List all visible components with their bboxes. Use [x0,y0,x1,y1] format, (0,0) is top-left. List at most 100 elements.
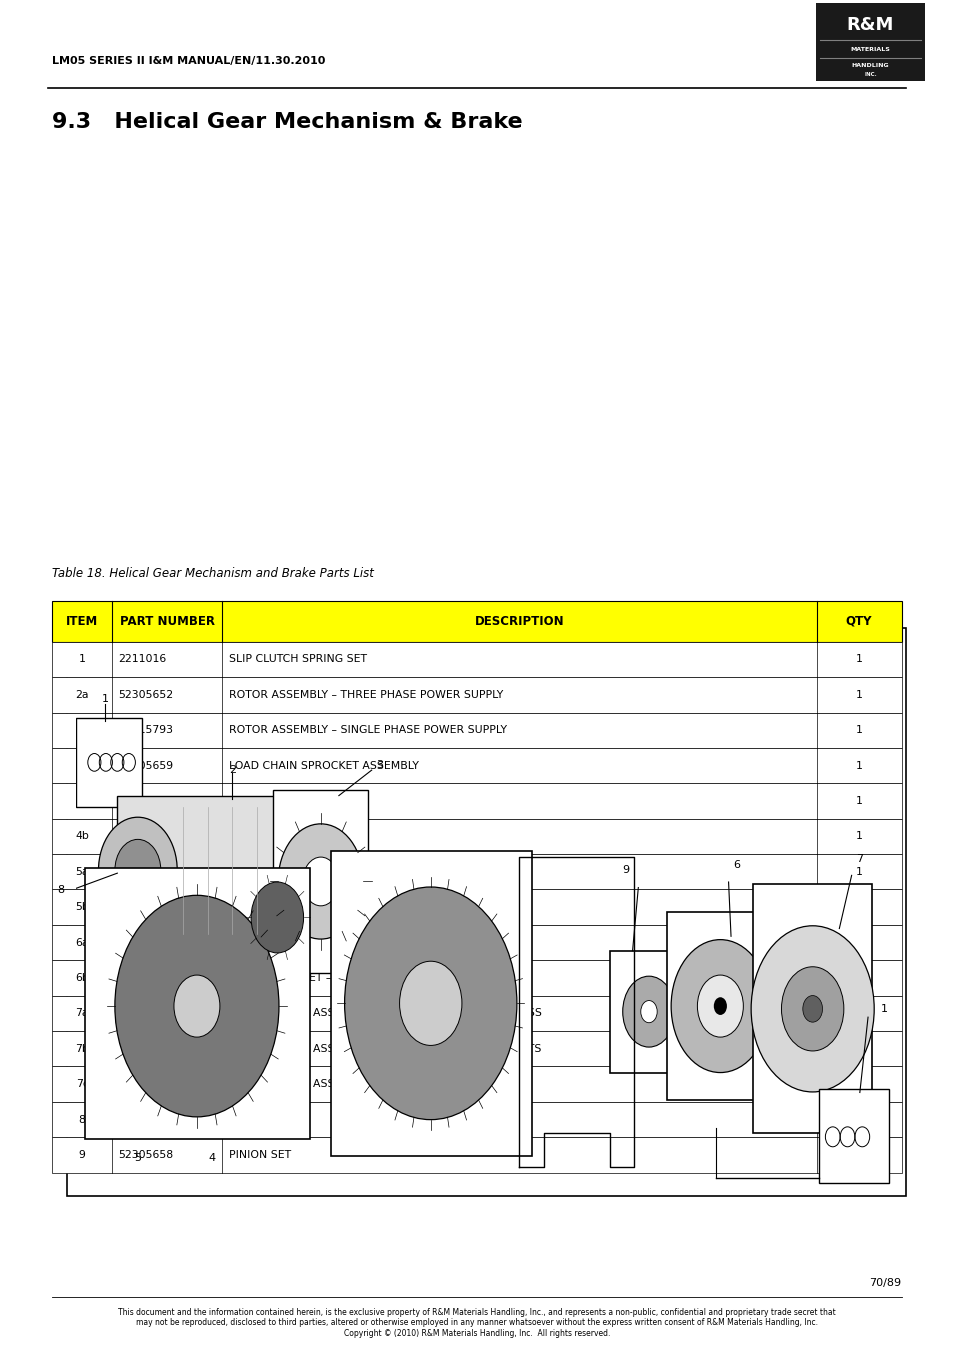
Text: 1: 1 [855,1115,862,1124]
Text: 52315180: 52315180 [118,902,173,912]
Bar [52,889,901,925]
Text: 1: 1 [101,693,109,704]
Bar [52,854,901,889]
Text: ITEM: ITEM [66,615,98,628]
Text: 1: 1 [855,654,862,665]
Bar [52,712,901,748]
Text: MOTOR BRAKE ASSEMBLY 190 VDC – 208/230/460VAC SS: MOTOR BRAKE ASSEMBLY 190 VDC – 208/230/4… [229,1008,541,1019]
Circle shape [640,1001,657,1023]
Text: 5a: 5a [75,867,89,877]
Text: 1: 1 [855,867,862,877]
Text: LOAD CHAIN SPROCKET ASSEMBLY: LOAD CHAIN SPROCKET ASSEMBLY [229,761,418,770]
Text: 5: 5 [134,1154,141,1163]
Circle shape [278,824,363,939]
Text: 3: 3 [79,761,86,770]
Bar [52,601,901,642]
Text: 52305652: 52305652 [118,690,173,700]
Text: 2a: 2a [75,690,89,700]
Text: 5b: 5b [75,902,89,912]
Text: 52305658: 52305658 [118,1150,173,1161]
Text: 52315403: 52315403 [118,973,173,984]
Circle shape [302,857,338,905]
FancyBboxPatch shape [609,951,687,1073]
Circle shape [622,977,675,1047]
Text: 1: 1 [855,761,862,770]
Text: 9: 9 [79,1150,86,1161]
Text: 1: 1 [855,938,862,947]
Circle shape [344,888,517,1120]
Text: 52305489: 52305489 [118,1008,173,1019]
Text: 1: 1 [855,725,862,735]
Circle shape [697,975,742,1038]
Text: ROTOR ASSEMBLY – SINGLE PHASE POWER SUPPLY: ROTOR ASSEMBLY – SINGLE PHASE POWER SUPP… [229,725,506,735]
FancyBboxPatch shape [818,1089,887,1183]
Text: 8: 8 [57,885,64,894]
Bar [52,961,901,996]
Text: 7a: 7a [75,1008,89,1019]
FancyBboxPatch shape [752,884,871,1133]
Text: Table 18. Helical Gear Mechanism and Brake Parts List: Table 18. Helical Gear Mechanism and Bra… [52,566,374,580]
Text: QTY: QTY [845,615,871,628]
FancyBboxPatch shape [273,790,367,973]
Text: 7c: 7c [75,1079,89,1089]
Text: 1: 1 [855,902,862,912]
Text: 52315793: 52315793 [118,725,173,735]
Text: 52308850: 52308850 [118,831,173,842]
Text: R&M: R&M [846,16,893,34]
Text: 1: 1 [79,654,86,665]
Bar [52,1031,901,1066]
Text: 1: 1 [855,1044,862,1054]
Text: SLIP CLUTCH SET – SINGLE PHASE: SLIP CLUTCH SET – SINGLE PHASE [229,973,414,984]
Text: 52305659: 52305659 [118,761,173,770]
Bar [67,628,905,1196]
Text: SLIP CLUTCH SPRING SET: SLIP CLUTCH SPRING SET [229,654,367,665]
Text: 1: 1 [855,973,862,984]
Circle shape [114,839,161,901]
Text: 52305490: 52305490 [118,1079,173,1089]
Text: MOTOR BRAKE ASSEMBLY 100 VDC – 115/208/230VAC TS: MOTOR BRAKE ASSEMBLY 100 VDC – 115/208/2… [229,1044,540,1054]
Text: 1: 1 [855,1008,862,1019]
Text: 6: 6 [733,859,740,870]
Text: LM05 SERIES II I&M MANUAL/EN/11.30.2010: LM05 SERIES II I&M MANUAL/EN/11.30.2010 [52,55,326,66]
Circle shape [251,882,303,952]
FancyBboxPatch shape [85,867,310,1139]
Text: 1: 1 [880,1004,887,1013]
Text: ROTOR ASSEMBLY – THREE PHASE POWER SUPPLY: ROTOR ASSEMBLY – THREE PHASE POWER SUPPL… [229,690,502,700]
Text: 1: 1 [855,796,862,807]
Text: 8 M / min GEAR WHEEL: 8 M / min GEAR WHEEL [229,796,355,807]
Text: This document and the information contained herein, is the exclusive property of: This document and the information contai… [118,1308,835,1337]
Bar [52,677,901,712]
Circle shape [399,961,461,1046]
Text: 1: 1 [855,1079,862,1089]
Bar [52,748,901,784]
Text: 52305488: 52305488 [118,1044,173,1054]
Text: 2211016: 2211016 [118,654,167,665]
Circle shape [781,967,843,1051]
Text: GEAR SET – 8 M / min: GEAR SET – 8 M / min [229,867,346,877]
Bar [52,1102,901,1138]
Text: TORQUE LIMITER / SLIP CLUTCH SET – 3 PHASE: TORQUE LIMITER / SLIP CLUTCH SET – 3 PHA… [229,938,484,947]
Text: MATERIALS: MATERIALS [850,47,889,53]
Text: 70/89: 70/89 [868,1278,901,1289]
Text: 52308772: 52308772 [118,938,173,947]
Text: PINION SET: PINION SET [229,1150,291,1161]
Text: GEAR SET – 16 M / min: GEAR SET – 16 M / min [229,902,354,912]
Bar [52,819,901,854]
Text: 2: 2 [229,766,235,775]
Bar [52,1138,901,1173]
Text: 6b: 6b [75,973,89,984]
Text: 3: 3 [376,759,383,770]
FancyBboxPatch shape [666,912,773,1100]
Circle shape [670,940,769,1073]
Bar [52,642,901,677]
Circle shape [750,925,873,1092]
Text: DESCRIPTION: DESCRIPTION [475,615,563,628]
Circle shape [98,817,177,924]
Text: 4b: 4b [75,831,89,842]
Text: 6a: 6a [75,938,89,947]
Text: 9: 9 [621,865,629,875]
Bar [52,996,901,1031]
Text: 52305473: 52305473 [118,796,173,807]
Text: PART NUMBER: PART NUMBER [119,615,214,628]
FancyBboxPatch shape [331,851,531,1155]
